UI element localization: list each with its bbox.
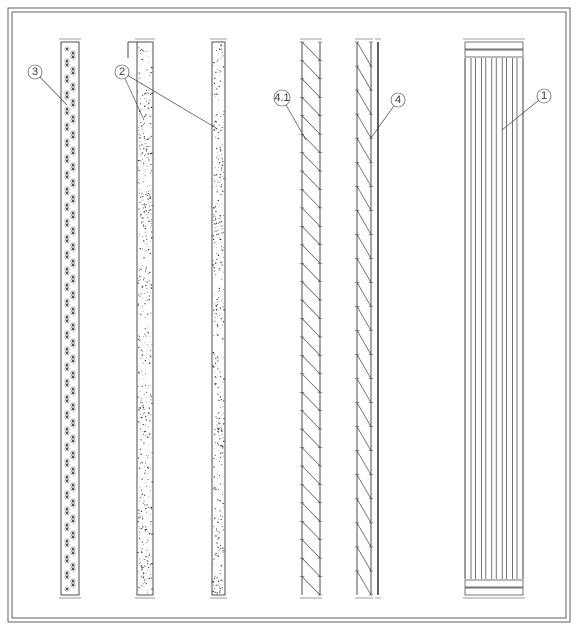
- drawing-canvas: 3 2 4.1 4 1: [0, 0, 578, 630]
- element-2-column-1: [210, 39, 227, 598]
- element-4-1-lattice: [300, 39, 322, 598]
- svg-text:3: 3: [32, 66, 38, 78]
- element-2-column-0: [128, 39, 155, 598]
- element-3-column: [59, 39, 81, 598]
- callout-2: 2: [115, 65, 216, 128]
- callout-1: 1: [502, 89, 551, 130]
- callout-4: 4: [371, 93, 405, 138]
- element-4-lattice: [355, 39, 381, 598]
- svg-text:1: 1: [541, 90, 547, 102]
- svg-text:4: 4: [395, 94, 401, 106]
- svg-text:4.1: 4.1: [274, 92, 289, 104]
- svg-text:2: 2: [119, 66, 125, 78]
- element-1-bundle: [463, 39, 525, 598]
